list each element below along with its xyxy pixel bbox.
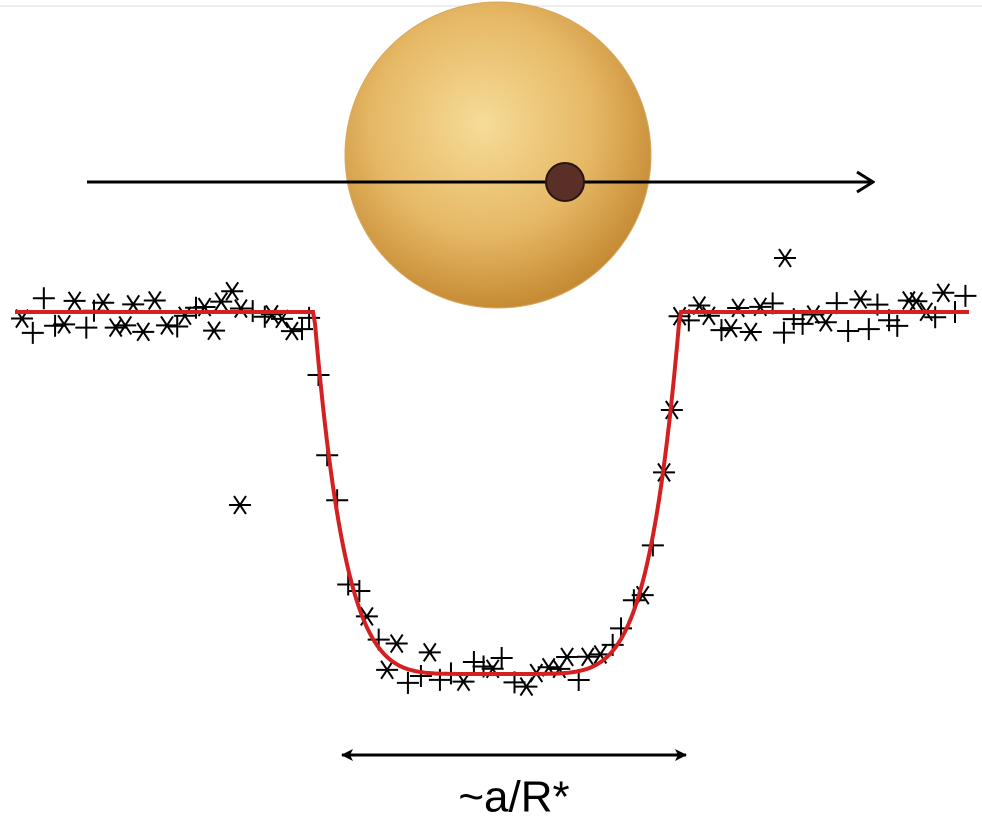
star-point	[281, 322, 303, 340]
star-point	[156, 316, 178, 334]
plus-point	[773, 322, 795, 344]
plus-point	[463, 651, 485, 673]
star-point	[556, 648, 578, 666]
transit-diagram: ~a/R*	[0, 0, 982, 834]
star-point	[144, 291, 166, 309]
plus-point	[837, 320, 859, 342]
plus-point	[792, 313, 814, 335]
star-point	[774, 249, 796, 267]
star-point	[53, 315, 75, 333]
star-point	[419, 643, 441, 661]
star-point	[815, 313, 837, 331]
star-point	[740, 323, 762, 341]
star-point	[515, 678, 537, 696]
planet	[546, 163, 584, 201]
star-point	[203, 322, 225, 340]
duration-label: ~a/R*	[458, 773, 569, 822]
data-points	[11, 249, 976, 696]
plus-point	[954, 285, 976, 307]
star-point	[64, 292, 86, 310]
star-point	[720, 319, 742, 337]
plus-point	[22, 322, 44, 344]
plus-point	[33, 287, 55, 309]
model-curve	[15, 312, 969, 674]
star-point	[386, 635, 408, 653]
plus-point	[858, 318, 880, 340]
star-point	[727, 299, 749, 317]
star-point	[229, 496, 251, 514]
star-point	[849, 290, 871, 308]
star	[345, 2, 651, 308]
star-point	[230, 300, 252, 318]
star-point	[932, 284, 954, 302]
plus-point	[166, 316, 188, 338]
star-point	[92, 294, 114, 312]
